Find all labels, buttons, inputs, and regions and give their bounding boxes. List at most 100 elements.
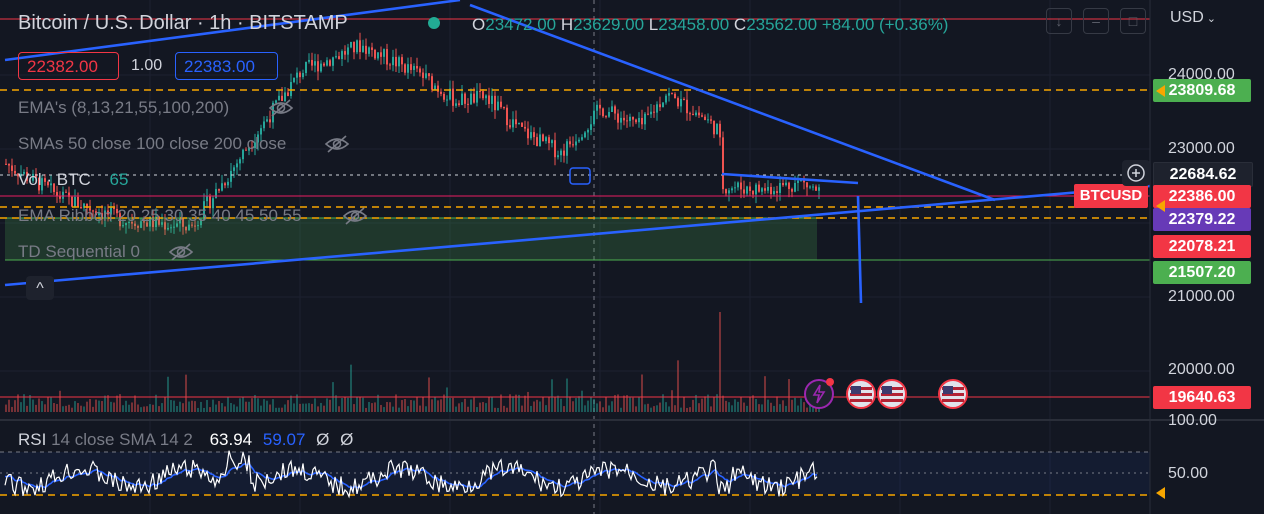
volume-value: 65 [109, 170, 129, 189]
candle-body [269, 119, 271, 123]
candle-body [767, 186, 769, 191]
trendline-drawings[interactable] [4, 0, 1151, 304]
volume-bar [713, 396, 715, 412]
eye-off-icon[interactable] [168, 242, 194, 262]
volume-bar [671, 390, 673, 412]
candle-body [140, 221, 142, 228]
volume-bar [788, 379, 790, 412]
volume-bar [731, 405, 733, 412]
currency-selector[interactable]: USD ⌄ [1170, 9, 1216, 27]
horizontal-levels [0, 18, 1150, 496]
volume-bar [626, 395, 628, 412]
candle-body [278, 95, 280, 101]
candle-body [515, 119, 517, 125]
volume-bar [275, 407, 277, 412]
candle-body [11, 165, 13, 171]
volume-bar [617, 394, 619, 412]
rsi-line [4, 450, 818, 499]
eye-off-icon[interactable] [342, 206, 368, 226]
candle-body [146, 222, 148, 227]
eye-off-icon[interactable] [324, 134, 350, 154]
volume-bar [665, 402, 667, 412]
flash-icon[interactable] [804, 378, 834, 409]
legend-ema-ribbon[interactable]: EMA Ribbon 20 25 30 35 40 45 50 55 [18, 206, 302, 225]
candle-body [428, 73, 430, 77]
volume-bar [50, 397, 52, 412]
volume-bar [533, 401, 535, 412]
plus-circle-icon[interactable] [1122, 160, 1150, 186]
volume-bar [74, 401, 76, 412]
candle-body [50, 183, 52, 186]
volume-bar [641, 374, 643, 412]
arrow-down-icon[interactable]: ↓ [1046, 8, 1072, 34]
candle-body [113, 207, 115, 210]
legend-smas[interactable]: SMAs 50 close 100 close 200 close [18, 134, 287, 153]
volume-bar [266, 400, 268, 412]
candle-body [176, 223, 178, 227]
minimize-icon[interactable]: – [1083, 8, 1109, 34]
candle-body [41, 178, 43, 191]
maximize-icon[interactable]: □ [1120, 8, 1146, 34]
us-flag-icon[interactable] [938, 379, 968, 409]
candle-body [8, 163, 10, 166]
candle-body [773, 191, 775, 195]
volume-bar [71, 407, 73, 412]
volume-bar [728, 402, 730, 412]
candle-body [635, 119, 637, 123]
volume-bar [536, 399, 538, 412]
volume-bar [773, 405, 775, 412]
candle-body [809, 186, 811, 188]
candle-body [755, 184, 757, 195]
volume-bar [608, 405, 610, 412]
volume-bar [209, 407, 211, 412]
rsi-legend[interactable]: RSI 14 close SMA 14 2 63.94 59.07 Ø Ø [18, 430, 353, 450]
us-flag-icon[interactable] [846, 379, 876, 409]
high-key: H [560, 15, 574, 34]
price-tick: 20000.00 [1168, 361, 1235, 378]
eye-off-icon[interactable] [268, 98, 294, 118]
volume-bar [527, 391, 529, 412]
volume-bar [578, 396, 580, 412]
volume-bar [137, 404, 139, 412]
price-tag: 19640.63 [1153, 386, 1251, 409]
trendline-flag [721, 172, 859, 185]
volume-bar [419, 405, 421, 412]
volume-bar [647, 403, 649, 412]
candle-body [293, 77, 295, 83]
volume-bar [740, 396, 742, 412]
price-tag: 21507.20 [1153, 261, 1251, 284]
volume-bar [104, 395, 106, 412]
volume-bar [458, 403, 460, 412]
legend-volume[interactable]: Vol · BTC 65 [18, 170, 128, 190]
volume-bar [764, 376, 766, 412]
volume-bar [200, 401, 202, 412]
collapse-legend-button[interactable]: ^ [26, 276, 54, 300]
volume-bar [284, 404, 286, 412]
candle-body [281, 95, 283, 102]
volume-bar [242, 397, 244, 412]
chart-title[interactable]: Bitcoin / U.S. Dollar · 1h · BITSTAMP [18, 12, 348, 34]
candle-body [401, 57, 403, 65]
candle-body [713, 120, 715, 135]
candle-body [806, 182, 808, 188]
candle-body [593, 110, 595, 125]
volume-bar [131, 402, 133, 412]
volume-bar [707, 394, 709, 412]
legend-emas[interactable]: EMA's (8,13,21,55,100,200) [18, 98, 230, 117]
candle-body [815, 186, 817, 191]
volume-bar [620, 407, 622, 412]
candle-body [206, 196, 208, 202]
us-flag-icon[interactable] [877, 379, 907, 409]
candle-body [734, 187, 736, 189]
candle-body [218, 189, 220, 191]
volume-bar [212, 399, 214, 412]
legend-td-sequential[interactable]: TD Sequential 0 [18, 242, 140, 261]
candle-body [425, 73, 427, 78]
volume-bar [776, 396, 778, 412]
sell-button[interactable]: 22382.00 [18, 52, 119, 80]
candle-body [101, 213, 103, 219]
candle-body [173, 226, 175, 228]
buy-button[interactable]: 22383.00 [175, 52, 278, 80]
candle-body [464, 93, 466, 104]
